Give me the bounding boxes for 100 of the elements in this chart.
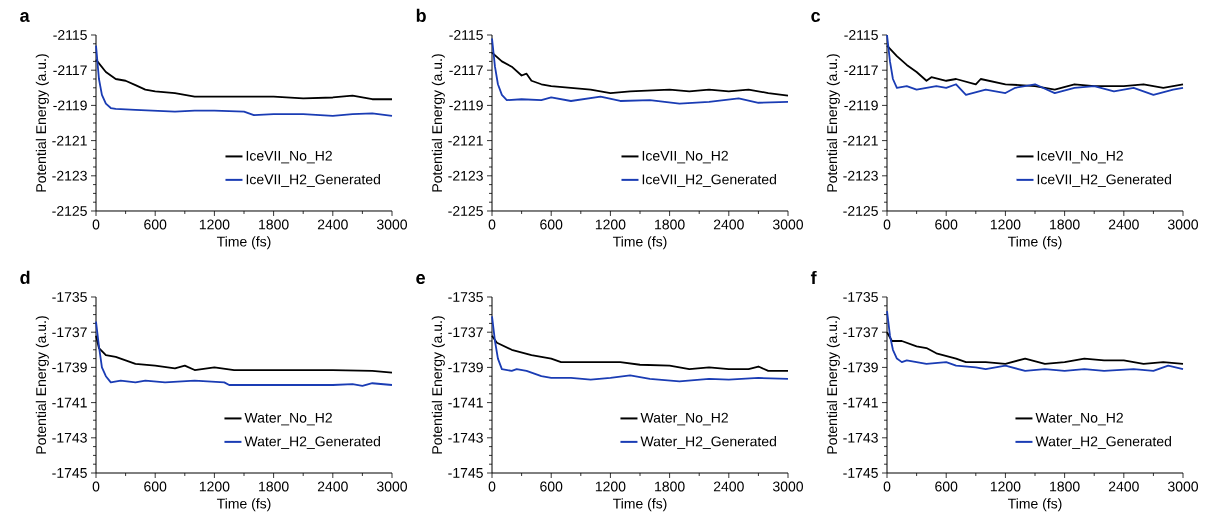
y-tick-label: -1739	[448, 362, 483, 373]
x-tick-label: 1800	[1050, 481, 1080, 492]
legend-label: IceVII_H2_Generated	[1037, 174, 1171, 187]
y-tick-label: -2117	[449, 65, 483, 76]
x-tick-label: 600	[935, 219, 958, 230]
legend-label: Water_No_H2	[640, 412, 728, 426]
y-tick-label: -2115	[844, 30, 878, 40]
y-tick-label: -2125	[52, 206, 87, 216]
x-tick-label: 1800	[1050, 219, 1080, 230]
x-tick-label: 1800	[655, 481, 685, 492]
y-tick-label: -1741	[52, 397, 87, 408]
y-tick-label: -2117	[53, 65, 87, 76]
x-tick-label: 2400	[1108, 219, 1139, 230]
legend-label: IceVII_No_H2	[246, 150, 332, 164]
y-tick-label: -1745	[448, 468, 483, 478]
chart-title: c	[811, 12, 821, 22]
y-tick-label: -2119	[844, 100, 878, 111]
y-tick-label: -2117	[844, 65, 878, 76]
x-tick-label: 1800	[259, 481, 289, 492]
line-series	[491, 315, 789, 383]
y-tick-label: -2125	[843, 206, 878, 216]
x-tick-label: 0	[488, 481, 496, 492]
y-tick-label: -2123	[52, 170, 87, 181]
y-axis-title: Potential Energy (a.u.)	[35, 54, 49, 192]
chart-title: a	[20, 12, 30, 22]
y-tick-label: -1737	[448, 327, 483, 338]
y-axis-title: Potential Energy (a.u.)	[35, 316, 49, 454]
chart-title: f	[810, 270, 817, 284]
x-tick-label: 2400	[713, 219, 744, 230]
y-tick-label: -2115	[449, 30, 483, 40]
y-tick-label: -1741	[448, 397, 483, 408]
x-tick-label: 2400	[317, 219, 348, 230]
y-tick-label: -1739	[843, 362, 878, 373]
legend-label: IceVII_H2_Generated	[642, 174, 776, 187]
x-tick-label: 2400	[317, 481, 348, 492]
x-tick-label: 0	[488, 219, 496, 230]
y-tick-label: -2121	[843, 135, 878, 146]
line-series	[491, 37, 789, 105]
x-tick-label: 600	[144, 481, 167, 492]
y-axis-title: Potential Energy (a.u.)	[431, 54, 445, 192]
x-tick-label: 0	[883, 219, 891, 230]
x-tick-label: 600	[144, 219, 167, 230]
x-tick-label: 1200	[595, 481, 626, 492]
y-tick-label: -2121	[52, 135, 87, 146]
x-tick-label: 3000	[1167, 481, 1199, 492]
x-tick-label: 1200	[595, 219, 626, 230]
y-tick-label: -2125	[448, 206, 483, 216]
x-axis-title: Time (fs)	[1007, 236, 1062, 250]
y-tick-label: -1743	[52, 432, 87, 443]
legend-label: IceVII_No_H2	[1037, 150, 1123, 164]
line-series	[886, 310, 1184, 372]
legend-label: Water_H2_Generated	[640, 436, 776, 449]
legend-label: Water_H2_Generated	[244, 436, 380, 449]
x-axis-title: Time (fs)	[612, 498, 667, 512]
y-tick-label: -2119	[449, 100, 483, 111]
legend-label: IceVII_No_H2	[642, 150, 728, 164]
x-tick-label: 0	[883, 481, 891, 492]
x-tick-label: 1800	[259, 219, 289, 230]
y-tick-label: -1741	[843, 397, 878, 408]
x-tick-label: 1200	[990, 481, 1021, 492]
y-axis-title: Potential Energy (a.u.)	[826, 316, 840, 454]
x-tick-label: 3000	[772, 481, 804, 492]
x-tick-label: 600	[540, 481, 563, 492]
y-tick-label: -1735	[52, 292, 87, 302]
x-tick-label: 2400	[1108, 481, 1139, 492]
legend-label: Water_H2_Generated	[1035, 436, 1171, 449]
x-tick-label: 1200	[199, 481, 230, 492]
y-tick-label: -1737	[843, 327, 878, 338]
x-axis-title: Time (fs)	[216, 498, 271, 512]
legend-label: Water_No_H2	[1035, 412, 1123, 426]
x-tick-label: 600	[540, 219, 563, 230]
x-axis-title: Time (fs)	[216, 236, 271, 250]
x-tick-label: 3000	[772, 219, 804, 230]
y-tick-label: -1745	[52, 468, 87, 478]
x-tick-label: 3000	[1167, 219, 1199, 230]
legend-label: Water_No_H2	[244, 412, 332, 426]
y-tick-label: -1739	[52, 362, 87, 373]
x-tick-label: 0	[92, 481, 100, 492]
y-tick-label: -2121	[448, 135, 483, 146]
y-tick-label: -1743	[843, 432, 878, 443]
x-tick-label: 3000	[376, 219, 408, 230]
y-axis-title: Potential Energy (a.u.)	[431, 316, 445, 454]
chart-title: e	[416, 274, 425, 284]
x-tick-label: 1800	[655, 219, 685, 230]
x-tick-label: 2400	[713, 481, 744, 492]
y-tick-label: -2119	[53, 100, 87, 111]
y-tick-label: -2123	[843, 170, 878, 181]
y-tick-label: -1735	[843, 292, 878, 302]
legend-label: IceVII_H2_Generated	[246, 174, 380, 187]
y-tick-label: -1743	[448, 432, 483, 443]
x-tick-label: 600	[935, 481, 958, 492]
x-tick-label: 1200	[990, 219, 1021, 230]
y-axis-title: Potential Energy (a.u.)	[826, 54, 840, 192]
chart-title: d	[20, 270, 30, 284]
x-tick-label: 3000	[376, 481, 408, 492]
x-tick-label: 1200	[199, 219, 230, 230]
y-tick-label: -1735	[448, 292, 483, 302]
y-tick-label: -1745	[843, 468, 878, 478]
x-axis-title: Time (fs)	[612, 236, 667, 250]
y-tick-label: -2123	[448, 170, 483, 181]
